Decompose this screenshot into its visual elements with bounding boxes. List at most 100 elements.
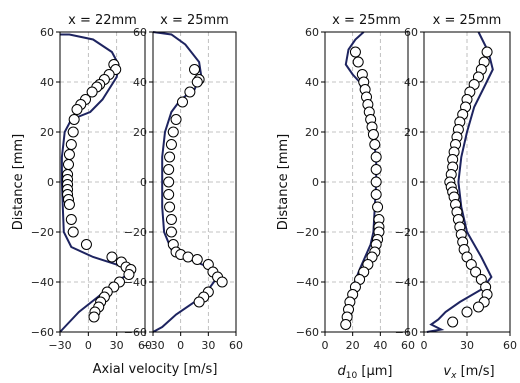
y-tick-label-5: 40 [40,76,54,89]
y-tick-label-3: 0 [411,176,418,189]
data-point-32 [340,319,352,330]
panel-title: x = 22mm [68,13,137,28]
x-tick-label-1: 20 [346,339,360,352]
panel-title: x = 25mm [160,13,229,28]
x-tick-label-0: 0 [322,339,329,352]
y-tick-label-5: 40 [133,76,147,89]
data-point-6 [167,126,179,138]
model-line [426,31,494,333]
data-point-37 [88,311,100,323]
data-point-12 [164,201,176,213]
data-point-9 [163,164,175,175]
data-point-36 [461,306,473,318]
data-point-10 [68,114,80,125]
data-point-12 [65,139,77,150]
xlabel-vx-sub: x [450,371,457,381]
data-point-8 [164,151,176,163]
x-tick-label-3: 60 [138,339,152,352]
data-point-23 [67,226,79,238]
data-point-3 [184,86,196,98]
y-tick-label-4: 20 [404,126,418,139]
data-point-11 [163,189,175,200]
y-tick-label-1: −40 [395,276,418,289]
y-tick-label-3: 0 [140,176,147,189]
y-tick-label-6: 60 [404,26,418,39]
data-point-13 [370,164,382,175]
data-point-24 [80,239,92,250]
data-point-12 [370,151,382,163]
x-tick-label-2: 30 [201,339,215,352]
data-point-14 [63,159,74,170]
data-point-9 [71,104,83,115]
ylabel-right: Distance [mm] [276,134,291,230]
y-tick-label-3: 0 [312,176,319,189]
y-tick-label-2: −20 [31,226,54,239]
y-tick-label-6: 60 [40,26,54,39]
y-tick-label-2: −20 [296,226,319,239]
data-point-10 [163,176,175,188]
data-point-25 [106,251,118,263]
y-tick-label-2: −20 [395,226,418,239]
data-point-6 [86,86,98,98]
x-tick-label-0: −30 [48,339,71,352]
data-point-10 [367,129,379,140]
y-tick-label-4: 20 [133,126,147,139]
y-tick-label-0: −60 [296,326,319,339]
data-point-19 [191,254,203,265]
y-tick-label-6: 60 [133,26,147,39]
x-tick-label-2: 60 [503,339,517,352]
xlabel-vx: vx [m/s] [443,364,494,381]
data-point-16 [372,201,384,213]
xlabel-axial-velocity: Axial velocity [m/s] [93,362,218,377]
xlabel-d10-unit: [μm] [361,364,392,379]
x-tick-label-0: 0 [421,339,428,352]
y-tick-label-1: −40 [31,276,54,289]
data-point-18 [182,251,194,263]
data-point-5 [170,114,182,125]
x-tick-label-1: 0 [85,339,92,352]
data-point-2 [191,76,203,88]
y-tick-label-5: 40 [305,76,319,89]
xlabel-vx-unit: [m/s] [461,364,495,379]
y-tick-label-0: −60 [124,326,147,339]
xlabel-d10-var: d [338,364,347,379]
data-point-7 [165,139,177,150]
data-point-15 [370,189,382,200]
data-point-30 [470,266,482,278]
data-point-4 [177,96,189,108]
y-tick-label-5: 40 [404,76,418,89]
x-tick-label-3: 60 [229,339,243,352]
data-point-14 [165,226,177,238]
data-point-37 [447,316,459,328]
xlabel-vx-var: v [443,364,451,379]
x-tick-label-0: −30 [141,339,164,352]
data-point-11 [369,139,381,150]
data-point-35 [472,301,484,313]
data-point-23 [216,276,228,288]
data-point-11 [67,126,79,138]
y-tick-label-3: 0 [47,176,54,189]
x-tick-label-1: 0 [177,339,184,352]
y-tick-label-0: −60 [31,326,54,339]
data-point-14 [370,176,382,188]
x-tick-label-1: 30 [460,339,474,352]
xlabel-d10-sub: 10 [346,371,358,381]
xlabel-d10: d10 [μm] [338,364,393,381]
y-tick-label-1: −40 [124,276,147,289]
x-tick-label-2: 40 [373,339,387,352]
data-point-26 [193,296,205,308]
data-point-22 [65,214,77,225]
panel-title: x = 25mm [433,13,502,28]
data-point-13 [165,214,177,225]
y-tick-label-6: 60 [305,26,319,39]
data-point-0 [189,64,200,75]
y-tick-label-1: −40 [296,276,319,289]
ylabel-left: Distance [mm] [11,134,26,230]
data-point-1 [352,56,364,68]
data-point-0 [481,46,493,58]
data-point-0 [349,46,361,58]
y-tick-label-4: 20 [305,126,319,139]
data-point-21 [63,199,75,210]
